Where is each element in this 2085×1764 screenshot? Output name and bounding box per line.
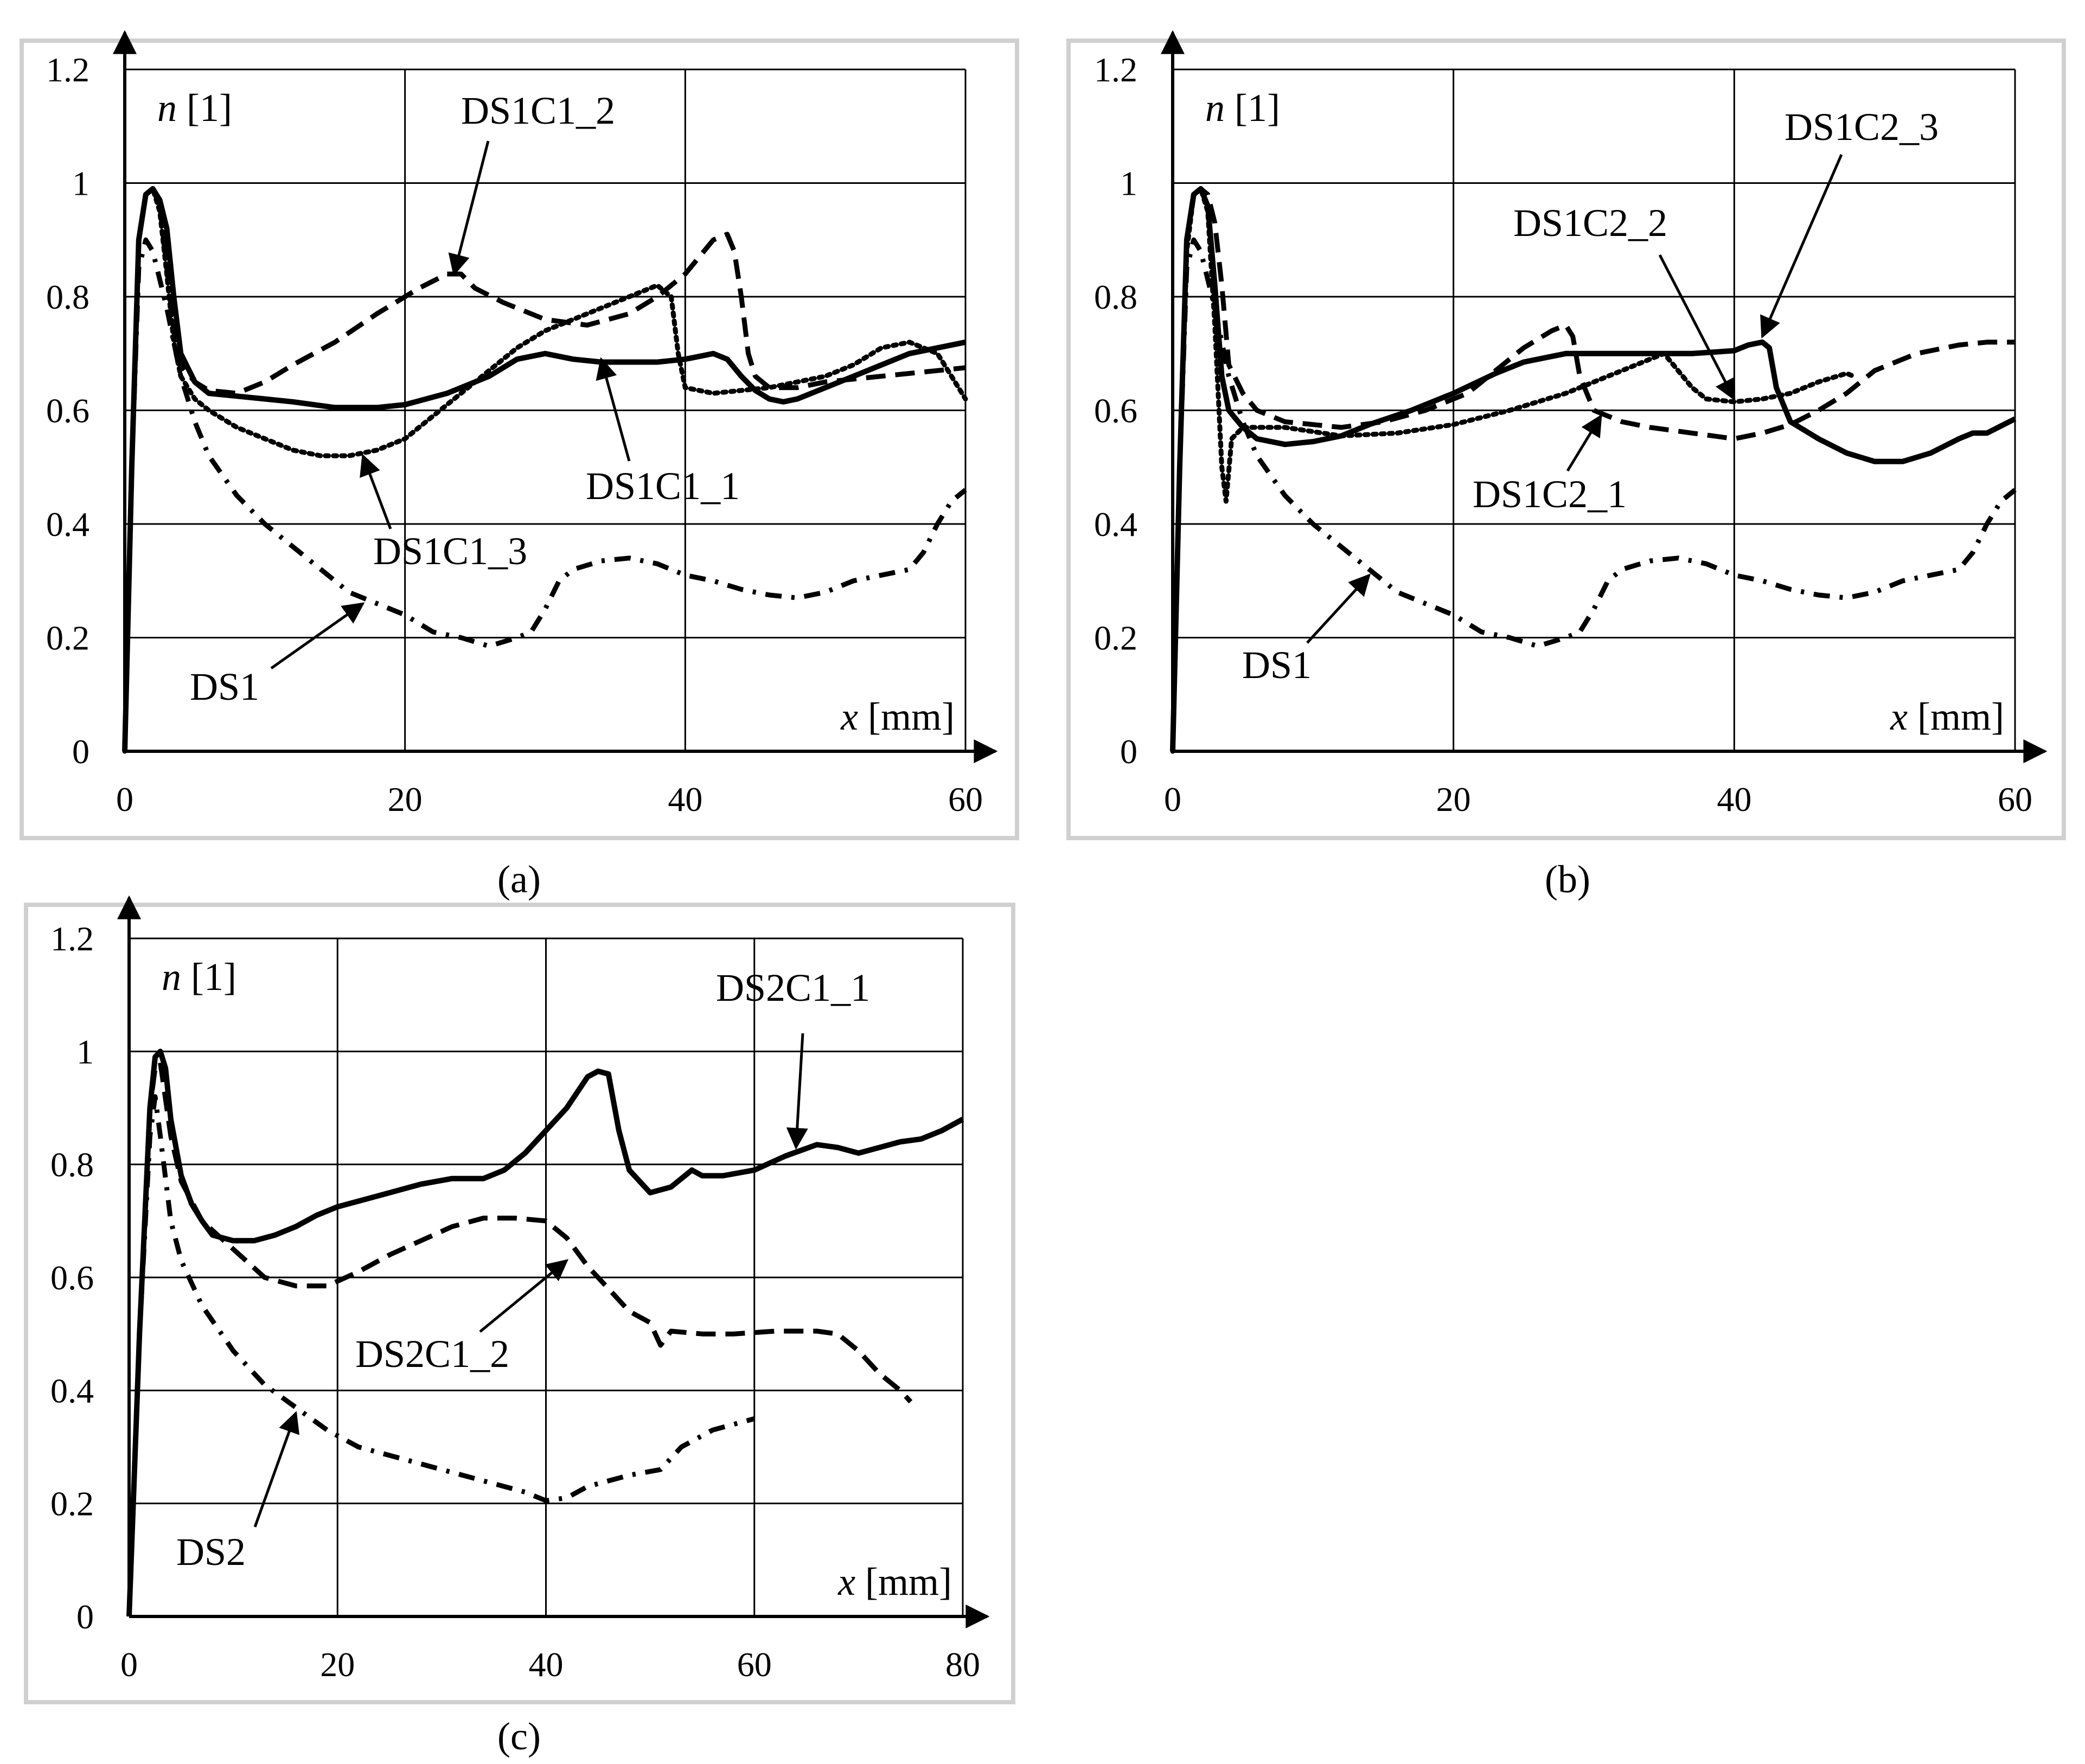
y-tick-label: 0.6 [46, 392, 89, 430]
x-tick-label: 60 [948, 780, 983, 819]
panel-b-plot: 0 0.2 0.4 0.6 0.8 1 1.2 0 20 40 60 n [1] x [mm] DS1C2… [1094, 30, 2048, 819]
x-tick-label: 0 [1164, 780, 1181, 819]
annotation-arrow [1760, 154, 1843, 338]
x-tick-label: 0 [120, 1645, 138, 1684]
x-tick-label: 40 [668, 780, 702, 819]
annotation-arrow [479, 1259, 569, 1333]
annotation-label: DS2C1_2 [355, 1332, 509, 1376]
panel-b-caption: (b) [1545, 858, 1590, 901]
panel-b: 0 0.2 0.4 0.6 0.8 1 1.2 0 20 40 60 n [1] x [mm] DS1C2… [1066, 30, 2066, 901]
annotation-label: DS1 [190, 665, 259, 708]
panel-a-frame [20, 39, 1019, 840]
series-line-ds1c1-3 [122, 186, 968, 754]
x-tick-label: 20 [1436, 780, 1471, 819]
y-tick-label: 1 [1120, 164, 1137, 203]
y-tick-label: 0.6 [1094, 392, 1137, 430]
annotation-label: DS1C1_3 [373, 529, 527, 573]
y-axis-label: n [1] [1205, 86, 1280, 130]
x-axis-label: x [mm] [1890, 695, 2004, 738]
series-line-ds2c1-2 [126, 1060, 913, 1617]
series-line-ds1c1-1 [122, 186, 966, 752]
y-tick-label: 0.4 [46, 505, 89, 544]
y-tick-label: 0.4 [50, 1371, 94, 1410]
x-tick-label: 20 [388, 780, 423, 819]
x-tick-label: 80 [945, 1645, 980, 1684]
y-tick-label: 1.2 [1094, 50, 1137, 89]
annotation-label: DS1C1_1 [586, 464, 740, 508]
y-tick-label: 0.8 [1094, 278, 1137, 316]
panel-c-plot: 0 0.2 0.4 0.6 0.8 1 1.2 0 20 40 60 80 n [1] x [mm] DS2… [50, 895, 990, 1684]
annotation-label: DS1C2_3 [1785, 105, 1939, 149]
y-tick-label: 0.2 [46, 619, 89, 657]
series-line-ds1 [122, 237, 967, 752]
annotation-arrow [360, 453, 392, 529]
y-tick-label: 0.6 [50, 1258, 94, 1297]
annotation-label: DS1C2_1 [1473, 472, 1627, 516]
panel-c: 0 0.2 0.4 0.6 0.8 1 1.2 0 20 40 60 80 n [1] x [mm] DS2… [24, 895, 1015, 1758]
annotation-label: DS1C2_2 [1513, 201, 1667, 245]
annotation-arrow [1306, 573, 1371, 644]
panel-c-frame [24, 903, 1015, 1704]
y-tick-label: 0 [76, 1597, 94, 1636]
series-line-ds1c2-2 [1170, 186, 1856, 754]
y-tick-label: 0 [1120, 732, 1137, 771]
x-axis-label: x [mm] [837, 1560, 952, 1603]
series-line-ds1 [1170, 237, 2017, 752]
y-tick-label: 0.2 [50, 1485, 94, 1523]
annotation-arrow [596, 357, 631, 462]
y-tick-label: 1.2 [50, 919, 94, 958]
series-line-ds1c2-1 [1170, 186, 2015, 752]
panel-c-caption: (c) [497, 1715, 541, 1758]
annotation-label: DS2C1_1 [716, 966, 870, 1009]
y-tick-label: 0.4 [1094, 505, 1137, 544]
y-tick-label: 0.2 [1094, 619, 1137, 657]
annotation-arrow [786, 1033, 808, 1150]
panel-a-plot: 0 0.2 0.4 0.6 0.8 1 1.2 0 20 40 60 n [1] x [mm] DS1C1… [46, 30, 998, 819]
annotation-label: DS1C1_2 [461, 89, 615, 132]
y-tick-label: 1 [76, 1032, 94, 1071]
annotation-arrow [253, 1411, 300, 1527]
y-axis-label: n [1] [157, 86, 232, 130]
panel-a-caption: (a) [497, 858, 541, 901]
y-tick-label: 0.8 [46, 278, 89, 316]
y-tick-label: 0 [72, 732, 89, 771]
panel-a: 0 0.2 0.4 0.6 0.8 1 1.2 0 20 40 60 n [1] x [mm] DS1C1… [20, 30, 1019, 901]
series-line-ds1c2-3 [1170, 186, 2017, 752]
annotation-label: DS1 [1242, 643, 1312, 687]
x-tick-label: 40 [529, 1645, 564, 1684]
y-tick-label: 1.2 [46, 50, 89, 89]
x-tick-label: 40 [1717, 780, 1751, 819]
x-tick-label: 60 [737, 1645, 772, 1684]
y-tick-label: 1 [72, 164, 89, 203]
x-tick-label: 0 [116, 780, 133, 819]
x-tick-label: 20 [320, 1645, 355, 1684]
y-axis-label: n [1] [162, 955, 236, 999]
annotation-arrow [1566, 414, 1602, 472]
annotation-label: DS2 [176, 1530, 246, 1574]
annotation-arrow [1658, 254, 1736, 401]
x-axis-label: x [mm] [840, 695, 955, 738]
annotation-arrow [448, 140, 490, 276]
x-tick-label: 60 [1998, 780, 2032, 819]
annotation-arrow [270, 602, 365, 670]
series-line-ds2 [126, 1094, 755, 1617]
y-tick-label: 0.8 [50, 1146, 94, 1184]
